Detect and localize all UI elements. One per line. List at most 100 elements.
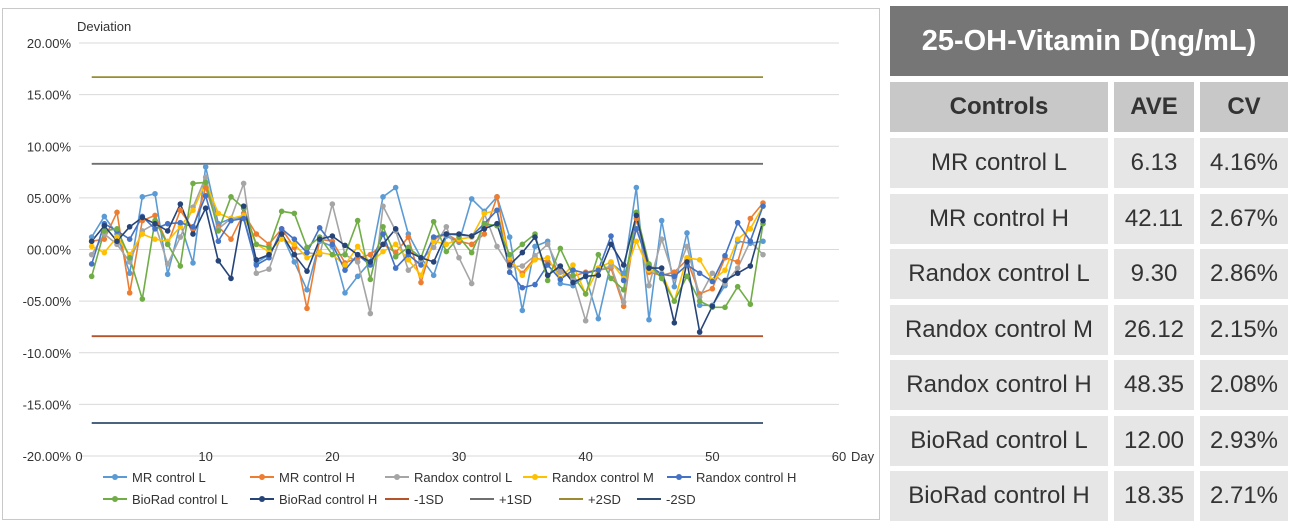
y-axis-label: Deviation (77, 19, 131, 34)
data-point (620, 262, 627, 268)
data-point (481, 220, 488, 227)
data-point (114, 234, 120, 240)
data-point (608, 233, 614, 239)
data-point (240, 180, 247, 187)
data-point (114, 238, 120, 245)
row-cv-value: 2.08% (1200, 360, 1288, 410)
data-point (215, 258, 222, 264)
data-point (544, 262, 551, 268)
data-point (468, 249, 475, 256)
data-point (696, 329, 703, 335)
data-point (240, 215, 247, 222)
data-point (696, 257, 703, 263)
data-point (253, 257, 260, 263)
data-point (139, 214, 146, 221)
data-point (658, 236, 665, 242)
data-point (266, 251, 272, 258)
data-point (734, 283, 741, 290)
y-tick-label: -15.00% (23, 397, 72, 412)
data-point (164, 271, 171, 278)
data-point (532, 234, 538, 240)
row-control-name: BioRad control L (890, 415, 1108, 466)
y-tick-label: 00.00% (27, 243, 72, 258)
data-point (760, 251, 766, 258)
data-point (139, 194, 146, 200)
data-point (658, 265, 665, 271)
data-point (380, 231, 386, 237)
legend-label: Randox control H (696, 470, 796, 485)
data-point (202, 205, 209, 211)
row-ave-value: 9.30 (1114, 249, 1194, 299)
data-point (190, 207, 196, 214)
data-point (253, 262, 260, 268)
data-point (190, 260, 196, 266)
data-point (620, 277, 627, 284)
y-tick-label: 20.00% (27, 36, 72, 51)
data-point (620, 270, 627, 277)
data-point (468, 241, 475, 248)
data-point (88, 251, 95, 258)
legend-label: +2SD (588, 492, 621, 507)
data-point (152, 236, 158, 242)
data-point (202, 164, 209, 170)
x-tick-label: 60 (832, 449, 846, 464)
data-point (633, 238, 640, 245)
data-point (190, 180, 196, 187)
data-point (544, 254, 551, 261)
data-point (519, 241, 526, 248)
data-point (215, 238, 222, 245)
data-point (671, 298, 678, 304)
data-point (760, 203, 766, 209)
data-point (734, 265, 741, 271)
data-point (291, 210, 298, 217)
legend-label: +1SD (499, 492, 532, 507)
data-point (392, 249, 399, 256)
data-point (709, 278, 716, 285)
data-point (696, 298, 703, 304)
data-point (177, 234, 184, 240)
data-point (494, 207, 500, 214)
data-point (253, 241, 260, 248)
data-point (519, 284, 526, 291)
data-point (367, 259, 374, 265)
data-point (519, 249, 526, 256)
data-point (671, 320, 678, 326)
summary-table: 25-OH-Vitamin D(ng/mL) Controls AVE CV M… (890, 6, 1288, 524)
row-ave-value: 12.00 (1114, 415, 1194, 466)
data-point (570, 267, 576, 273)
data-point (557, 263, 564, 269)
header-ave: AVE (1114, 82, 1194, 132)
data-point (126, 259, 133, 265)
row-ave-value: 18.35 (1114, 471, 1194, 521)
data-point (608, 259, 614, 265)
data-point (519, 272, 526, 279)
data-point (544, 241, 551, 248)
data-point (430, 272, 437, 279)
data-point (468, 196, 475, 202)
data-point (354, 217, 361, 224)
legend-marker (676, 474, 682, 480)
data-point (557, 245, 564, 252)
data-point (354, 259, 361, 265)
data-point (240, 203, 247, 209)
legend-label: Randox control L (414, 470, 512, 485)
data-point (291, 241, 298, 248)
data-point (430, 244, 437, 251)
series-lines (90, 76, 764, 424)
data-point (430, 238, 437, 245)
data-point (570, 272, 576, 279)
data-point (190, 223, 196, 230)
data-point (608, 263, 614, 269)
data-point (228, 236, 234, 242)
data-point (620, 303, 627, 310)
deviation-chart: Deviation Day 20.00%15.00%10.00%05.00%00… (23, 19, 875, 507)
data-point (342, 262, 348, 268)
data-point (177, 223, 184, 230)
data-point (684, 273, 690, 280)
data-point (228, 275, 234, 282)
series-markers (88, 164, 766, 335)
data-point (430, 218, 437, 225)
data-point (139, 231, 146, 237)
data-point (519, 307, 526, 314)
data-point (380, 194, 386, 200)
